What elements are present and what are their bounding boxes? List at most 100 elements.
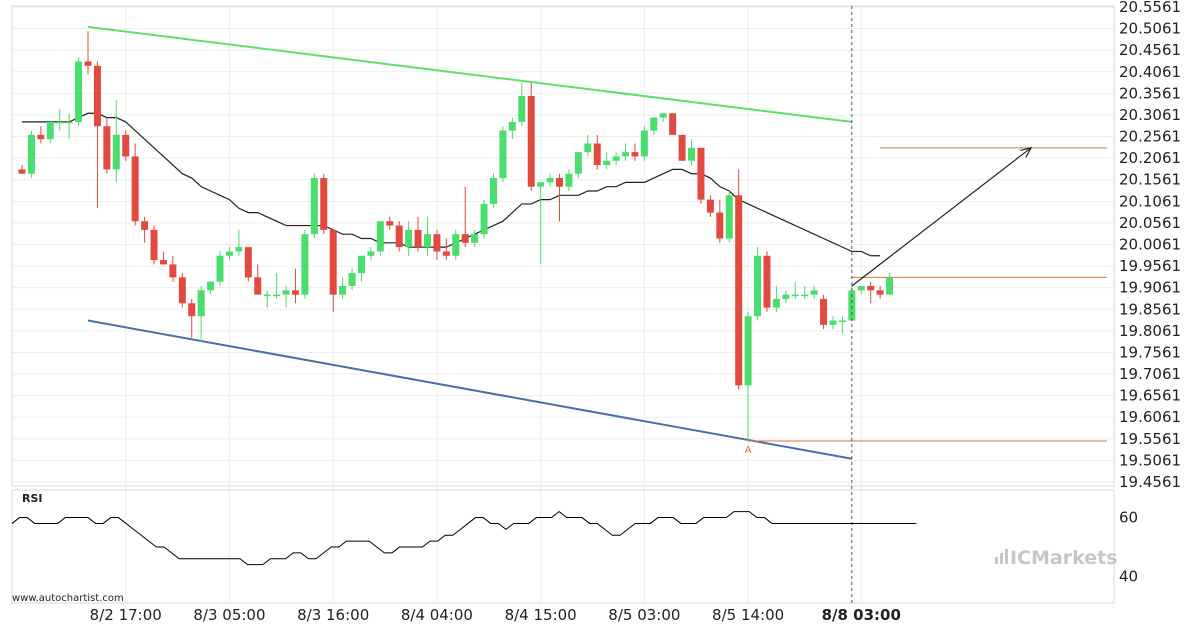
- levels: [748, 147, 1107, 442]
- candle-body: [603, 160, 611, 166]
- candle-body: [716, 212, 724, 239]
- candle-body: [810, 290, 818, 295]
- x-tick-label: 8/2 17:00: [90, 606, 162, 624]
- candle-body: [744, 316, 752, 386]
- x-tick-label: 8/3 05:00: [193, 606, 265, 624]
- candle-body: [273, 294, 281, 297]
- candle-body: [499, 130, 507, 179]
- candle-body: [282, 290, 290, 295]
- candle: [744, 311, 752, 442]
- candle-body: [801, 294, 809, 297]
- candle: [188, 298, 196, 338]
- candle-body: [150, 229, 158, 261]
- rsi-panel-frame: [11, 489, 1115, 604]
- candle: [603, 152, 611, 170]
- candle-body: [423, 234, 431, 248]
- candle: [754, 247, 762, 321]
- candle-body: [84, 61, 92, 66]
- candle: [688, 139, 696, 166]
- candle: [405, 221, 413, 256]
- y-tick-label: 20.5561: [1119, 0, 1181, 16]
- y-tick-label: 19.8061: [1119, 322, 1181, 340]
- candle-body: [669, 113, 677, 135]
- candle: [197, 285, 205, 343]
- candle-body: [678, 134, 686, 161]
- candle: [131, 143, 139, 226]
- candle: [716, 199, 724, 243]
- candle: [556, 173, 564, 222]
- candle: [650, 117, 658, 135]
- candle-body: [838, 320, 846, 323]
- candle-body: [754, 255, 762, 317]
- candle: [857, 285, 865, 295]
- candle: [178, 273, 186, 308]
- x-axis-labels: 8/2 17:00 8/3 05:00 8/3 16:00 8/4 04:00 8/4 …: [90, 606, 901, 624]
- candle-body: [782, 294, 790, 299]
- brand-name: ICMarkets: [1010, 547, 1118, 569]
- candle-body: [706, 199, 714, 213]
- candle-body: [527, 95, 535, 187]
- candle: [810, 285, 818, 299]
- candle-body: [537, 182, 545, 187]
- candle-body: [263, 294, 271, 297]
- candle: [518, 83, 526, 127]
- y-tick-label: 19.7061: [1119, 365, 1181, 383]
- candle-body: [697, 147, 705, 200]
- candle: [376, 221, 384, 256]
- y-tick-label: 19.9561: [1119, 257, 1181, 275]
- candle: [537, 182, 545, 265]
- candle-body: [207, 281, 215, 291]
- candle: [772, 285, 780, 312]
- y-tick-label: 19.9061: [1119, 279, 1181, 297]
- candle-body: [867, 285, 875, 291]
- candle-body: [75, 61, 83, 122]
- candle-body: [546, 178, 554, 183]
- candle-body: [829, 320, 837, 325]
- candle: [56, 108, 64, 131]
- candle-body: [216, 255, 224, 282]
- y-tick-label: 19.5061: [1119, 451, 1181, 469]
- pattern-point-label: A: [745, 445, 752, 456]
- rsi-line: [11, 511, 917, 566]
- candle-body: [461, 234, 469, 243]
- y-tick-label: 20.4061: [1119, 63, 1181, 81]
- candle-body: [471, 234, 479, 243]
- rsi-y-tick-label: 60: [1119, 509, 1138, 527]
- price-panel-frame: [11, 5, 1115, 487]
- forecast: A: [745, 6, 1033, 603]
- candle: [725, 190, 733, 243]
- rsi-y-tick-label: 40: [1119, 567, 1138, 585]
- y-tick-label: 20.1061: [1119, 192, 1181, 210]
- grid: [12, 6, 1114, 603]
- candle-body: [141, 221, 149, 230]
- candle: [659, 113, 667, 122]
- candle: [93, 61, 101, 209]
- y-tick-label: 19.5561: [1119, 430, 1181, 448]
- candle: [631, 143, 639, 161]
- candle-body: [622, 152, 630, 157]
- candle-body: [291, 290, 299, 295]
- rsi-series-line: [11, 511, 917, 566]
- y-tick-label: 20.3561: [1119, 84, 1181, 102]
- y-tick-label: 20.0561: [1119, 214, 1181, 232]
- candle-body: [131, 156, 139, 222]
- y-tick-label: 20.5061: [1119, 20, 1181, 38]
- candle-body: [178, 277, 186, 304]
- candle-body: [357, 255, 365, 274]
- candle-body: [159, 260, 167, 265]
- candle-body: [876, 290, 884, 295]
- y-tick-label: 19.4561: [1119, 473, 1181, 491]
- candle: [848, 285, 856, 321]
- candle-body: [112, 134, 120, 170]
- x-tick-label: 8/4 04:00: [401, 606, 473, 624]
- candle-body: [56, 121, 64, 124]
- source-label[interactable]: www.autochartist.com: [12, 593, 124, 604]
- candle: [452, 229, 460, 261]
- candle: [310, 173, 318, 239]
- candle-body: [772, 298, 780, 308]
- candle: [471, 229, 479, 248]
- candle: [735, 169, 743, 390]
- candle-body: [169, 264, 177, 278]
- candle-body: [339, 285, 347, 295]
